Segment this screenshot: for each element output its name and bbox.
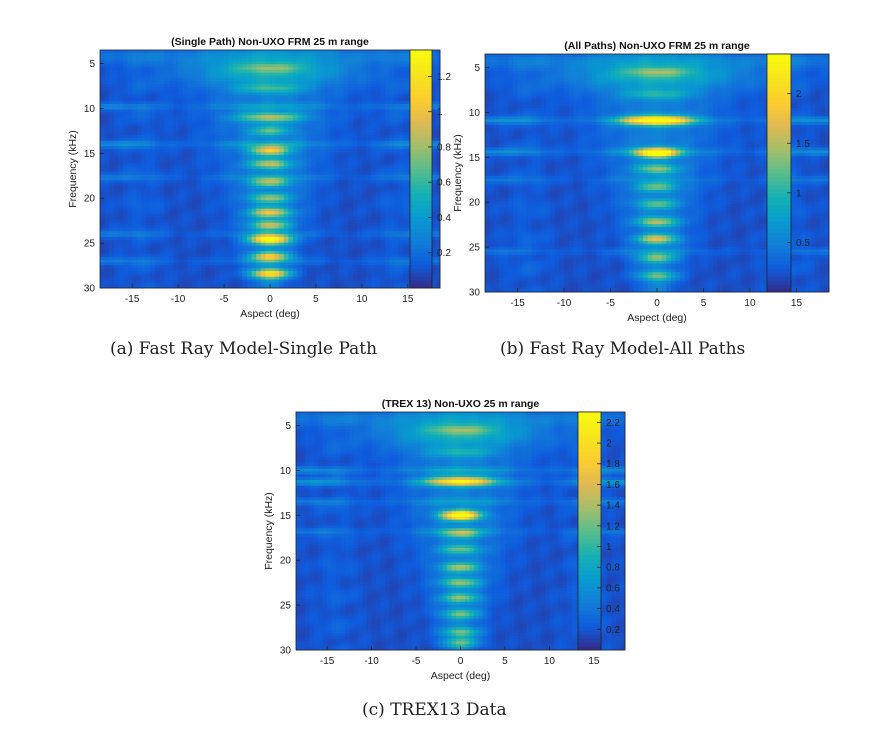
chart-single-path: (Single Path) Non-UXO FRM 25 m range -15 -…	[62, 34, 451, 320]
heatmap-cells	[296, 412, 626, 651]
colorbar-tick-label: 0.8	[437, 142, 451, 153]
colorbar-tick-label: 1.4	[606, 501, 620, 512]
y-tick-label: 15	[84, 149, 96, 160]
colorbar-tick-label: 0.6	[606, 583, 620, 594]
colorbar-tick-label: 1.5	[796, 139, 810, 150]
y-axis-label: Frequency (kHz)	[263, 492, 275, 570]
y-tick-label: 5	[89, 59, 95, 70]
y-tick-label: 15	[280, 511, 292, 522]
colorbar-tick-label: 0.4	[606, 604, 620, 615]
heatmap-svg: (Single Path) Non-UXO FRM 25 m range -15 -…	[67, 36, 451, 320]
x-tick-label: 5	[701, 298, 707, 309]
x-tick-label: 10	[356, 294, 368, 305]
y-tick-label: 25	[280, 601, 292, 612]
y-tick-label: 25	[469, 243, 481, 254]
y-tick-label: 20	[469, 198, 481, 209]
colorbar-tick-label: 1.2	[437, 72, 451, 83]
x-tick-label: 5	[502, 656, 508, 667]
x-tick-label: -5	[412, 656, 421, 667]
colorbar-tick-label: 0.2	[437, 248, 451, 259]
x-axis-label: Aspect (deg)	[240, 308, 300, 320]
x-tick-label: 10	[544, 656, 556, 667]
y-tick-label: 10	[84, 104, 96, 115]
x-axis-label: Aspect (deg)	[431, 670, 491, 682]
colorbar-tick-label: 1.2	[606, 521, 620, 532]
x-tick-label: 10	[744, 298, 756, 309]
chart-title: (TREX 13) Non-UXO 25 m range	[382, 398, 540, 410]
y-tick-label: 30	[280, 646, 292, 657]
y-tick-label: 5	[285, 421, 291, 432]
y-axis-label: Frequency (kHz)	[67, 130, 79, 208]
colorbar-tick-label: 0.8	[606, 563, 620, 574]
x-tick-label: 15	[588, 656, 600, 667]
heatmap-svg: (All Paths) Non-UXO FRM 25 m range -15 -10…	[452, 40, 830, 324]
colorbar-tick-label: 0.2	[606, 625, 620, 636]
caption-all-paths: (b) Fast Ray Model-All Paths	[500, 339, 746, 359]
y-tick-label: 10	[469, 108, 481, 119]
x-tick-label: 0	[458, 656, 464, 667]
colorbar-tick-label: 2.2	[606, 418, 620, 429]
x-tick-label: -10	[557, 298, 572, 309]
colorbar-tick-label: 2	[796, 89, 802, 100]
y-tick-label: 15	[469, 153, 481, 164]
x-tick-label: 15	[791, 298, 803, 309]
chart-all-paths: (All Paths) Non-UXO FRM 25 m range -15 -10…	[445, 38, 830, 328]
x-tick-label: -10	[364, 656, 379, 667]
x-tick-label: -5	[606, 298, 615, 309]
colorbar-tick-label: 2	[606, 439, 612, 450]
x-tick-label: -10	[171, 294, 186, 305]
x-tick-label: 0	[654, 298, 660, 309]
y-tick-label: 10	[280, 466, 292, 477]
x-axis-label: Aspect (deg)	[627, 312, 687, 324]
chart-title: (Single Path) Non-UXO FRM 25 m range	[171, 36, 369, 48]
x-tick-label: 0	[267, 294, 273, 305]
colorbar-tick-label: 1.6	[606, 480, 620, 491]
colorbar-tick-label: 1	[437, 107, 443, 118]
colorbar	[409, 49, 433, 289]
chart-title: (All Paths) Non-UXO FRM 25 m range	[564, 40, 750, 52]
colorbar-tick-label: 1	[796, 188, 802, 199]
y-axis-label: Frequency (kHz)	[452, 134, 464, 212]
colorbar	[577, 411, 602, 651]
x-tick-label: 15	[402, 294, 414, 305]
x-tick-label: -15	[125, 294, 140, 305]
colorbar-tick-label: 0.4	[437, 213, 451, 224]
colorbar-tick-label: 1.8	[606, 459, 620, 470]
heatmap-svg: (TREX 13) Non-UXO 25 m range-15 -10 -5 0 5 10…	[263, 398, 626, 682]
x-tick-label: -5	[220, 294, 229, 305]
y-tick-label: 5	[474, 63, 480, 74]
colorbar-tick-label: 1	[606, 542, 612, 553]
x-tick-label: -15	[320, 656, 335, 667]
colorbar-tick-label: 0.5	[796, 238, 810, 249]
y-tick-label: 30	[84, 284, 96, 295]
caption-single-path: (a) Fast Ray Model-Single Path	[110, 339, 378, 359]
x-tick-label: 5	[313, 294, 319, 305]
caption-trex13: (c) TREX13 Data	[362, 700, 507, 720]
y-tick-label: 30	[469, 288, 481, 299]
y-tick-label: 20	[84, 194, 96, 205]
heatmap-cells	[485, 54, 830, 293]
chart-trex13: (TREX 13) Non-UXO 25 m range -15 -10 -5 0 5 10…	[253, 396, 633, 691]
colorbar	[766, 53, 792, 293]
x-tick-label: -15	[510, 298, 525, 309]
y-tick-label: 25	[84, 239, 96, 250]
heatmap-cells	[100, 50, 441, 289]
y-tick-label: 20	[280, 556, 292, 567]
colorbar-tick-label: 0.6	[437, 178, 451, 189]
